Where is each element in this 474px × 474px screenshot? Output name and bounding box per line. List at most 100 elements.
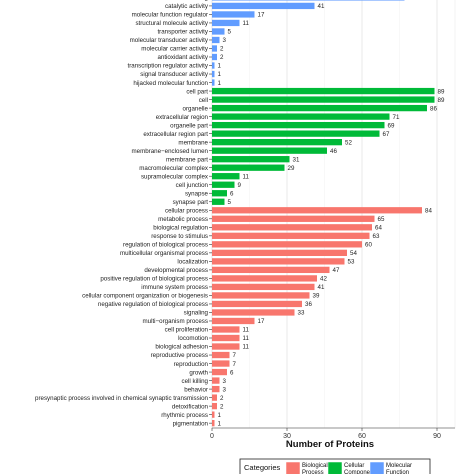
bar-structural-molecule-activity — [212, 19, 240, 27]
bar-cell — [212, 96, 435, 103]
category-label: detoxification — [172, 403, 209, 410]
category-label: metabolic process — [158, 216, 208, 223]
value-label: 36 — [305, 301, 312, 308]
bar-cell-proliferation — [212, 326, 240, 333]
x-tick-label: 0 — [210, 433, 214, 440]
category-label: multicellular organismal process — [120, 250, 208, 257]
value-label: 5 — [228, 29, 232, 36]
category-label: binding — [188, 0, 209, 2]
value-label: 7 — [233, 352, 237, 359]
value-label: 33 — [298, 310, 305, 317]
bar-signaling — [212, 309, 295, 316]
category-label: presynaptic process involved in chemical… — [35, 395, 209, 402]
bar-rhythmic-process — [212, 411, 215, 418]
category-label: growth — [189, 369, 208, 376]
bar-multi-organism-process — [212, 317, 255, 325]
value-labels: 7741171153221118989867169675246312911965… — [218, 0, 445, 427]
bar-cell-part — [212, 87, 435, 95]
bar-metabolic-process — [212, 215, 375, 222]
value-label: 53 — [348, 259, 355, 266]
legend-swatch-molecular-function — [369, 461, 385, 474]
value-label: 65 — [378, 216, 385, 223]
value-label: 60 — [365, 242, 372, 249]
legend-swatch-cellular-component — [327, 461, 343, 474]
x-axis: 0 30 60 90 — [210, 427, 455, 440]
value-label: 1 — [218, 80, 222, 87]
value-label: 3 — [223, 386, 227, 393]
value-label: 11 — [243, 20, 250, 27]
bar-supramolecular-complex — [212, 173, 240, 180]
legend-label-molecular-function: Function — [386, 470, 409, 474]
category-label: multi−organism process — [142, 318, 208, 325]
category-label: molecular transducer activity — [130, 37, 209, 44]
value-label: 1 — [218, 412, 222, 419]
category-label: cell — [199, 97, 208, 104]
value-label: 84 — [425, 207, 432, 214]
value-label: 46 — [330, 148, 337, 155]
bar-positive-regulation-of-biological-process — [212, 275, 317, 282]
category-label: cell proliferation — [165, 327, 209, 334]
value-label: 9 — [238, 182, 242, 189]
bar-biological-adhesion — [212, 343, 240, 350]
bar-macromolecular-complex — [212, 164, 285, 171]
category-label: negative regulation of biological proces… — [98, 301, 208, 308]
bar-binding — [212, 0, 405, 1]
bar-cell-killing — [212, 377, 220, 384]
value-label: 2 — [220, 395, 224, 402]
category-label: antioxidant activity — [157, 54, 208, 61]
bar-localization — [212, 258, 345, 265]
category-label: response to stimulus — [151, 233, 208, 240]
value-label: 6 — [230, 369, 234, 376]
value-label: 42 — [320, 276, 327, 283]
bar-locomotion — [212, 334, 240, 342]
legend-title: Categories — [244, 463, 281, 472]
bar-detoxification — [212, 402, 217, 410]
bar-antioxidant-activity — [212, 53, 217, 61]
value-label: 63 — [373, 233, 380, 240]
bar-pigmentation — [212, 420, 215, 427]
bar-synapse-part — [212, 198, 225, 205]
bar-behavior — [212, 385, 220, 393]
value-label: 41 — [318, 3, 325, 10]
category-label: hijacked molecular function — [133, 80, 208, 87]
value-label: 3 — [223, 37, 227, 44]
x-axis-title: Number of Proteins — [286, 439, 374, 450]
value-label: 52 — [345, 139, 352, 146]
value-label: 17 — [258, 12, 265, 19]
category-label: synapse — [185, 190, 209, 197]
value-label: 11 — [243, 173, 250, 180]
value-label: 31 — [293, 156, 300, 163]
bar-cell-junction — [212, 181, 235, 188]
bar-immune-system-process — [212, 283, 315, 291]
category-label: signaling — [184, 310, 209, 317]
category-label: biological regulation — [153, 225, 208, 232]
legend-label-molecular-function: Molecular — [386, 463, 412, 469]
bar-growth — [212, 368, 227, 376]
bar-reproduction — [212, 360, 230, 367]
category-label: signal transducer activity — [140, 71, 209, 78]
category-label: macromolecular complex — [139, 165, 209, 172]
category-label: supramolecular complex — [141, 173, 209, 180]
category-label: molecular function regulator — [132, 12, 208, 19]
value-label: 29 — [288, 165, 295, 172]
bar-reproductive-process — [212, 351, 230, 359]
x-tick-label: 30 — [283, 433, 291, 440]
bar-molecular-function-regulator — [212, 11, 255, 18]
bar-molecular-carrier-activity — [212, 45, 217, 52]
value-label: 3 — [223, 378, 227, 385]
bar-catalytic-activity — [212, 2, 315, 10]
category-label: cell junction — [176, 182, 209, 189]
bar-presynaptic-process-involved-in-chemical-synaptic-transmission — [212, 394, 217, 401]
category-label: regulation of biological process — [123, 242, 208, 249]
bar-biological-regulation — [212, 224, 372, 231]
value-label: 89 — [438, 88, 445, 95]
category-label: molecular carrier activity — [141, 46, 209, 53]
x-tick-label: 90 — [433, 433, 441, 440]
bar-organelle-part — [212, 121, 385, 129]
value-label: 5 — [228, 199, 232, 206]
bar-synapse — [212, 190, 227, 197]
bar-cellular-component-organization-or-biogenesis — [212, 292, 310, 299]
category-label: membrane — [178, 139, 208, 146]
value-label: 47 — [333, 267, 340, 274]
